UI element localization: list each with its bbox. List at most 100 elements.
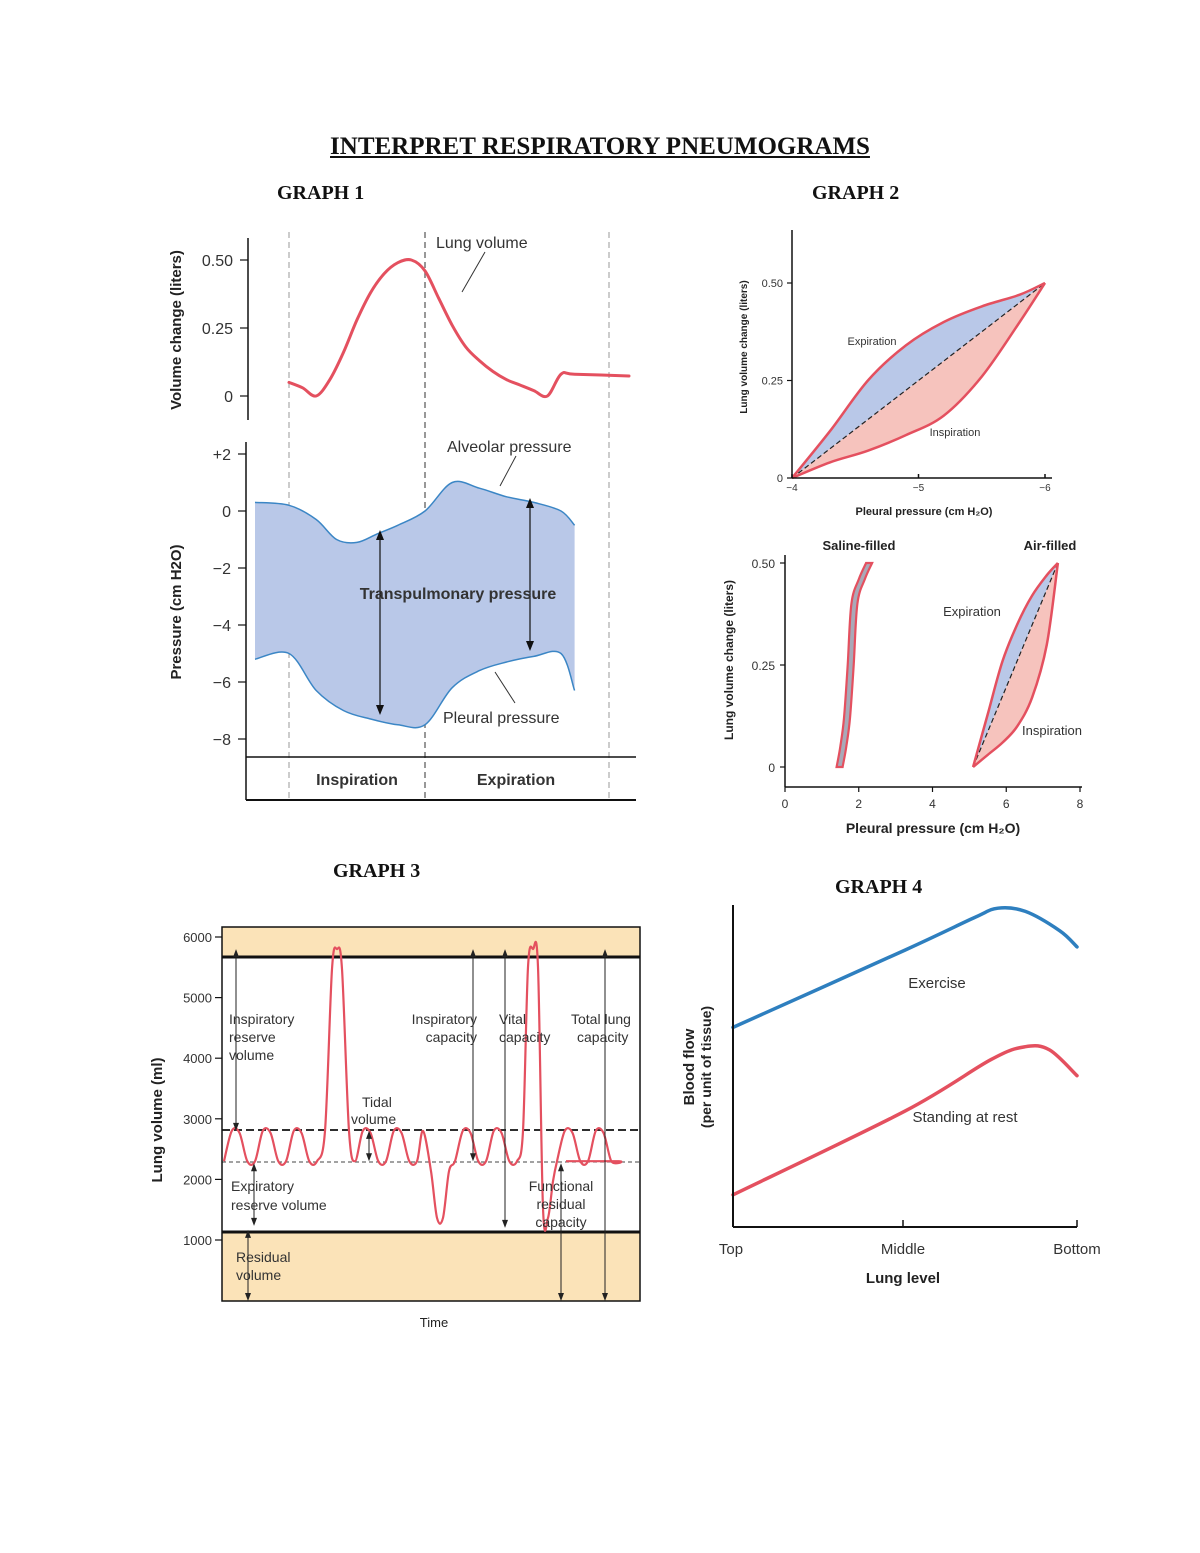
- lung-volume-label: Lung volume: [436, 235, 528, 252]
- ic-label-2: capacity: [426, 1029, 477, 1045]
- transpulmonary-arrow-inspiration: [376, 530, 384, 715]
- tlc-label-1: Total lung: [571, 1011, 631, 1027]
- x-axis-label: Time: [420, 1315, 448, 1330]
- vc-label-2: capacity: [499, 1029, 550, 1045]
- frc-label-1: Functional: [529, 1178, 594, 1194]
- ic-arrow: [470, 949, 476, 1162]
- pleural-pressure-line: [254, 650, 576, 729]
- y-tick-label: 0.25: [762, 376, 783, 388]
- inspiration-area: [973, 563, 1058, 767]
- frc-arrow: [558, 1163, 564, 1301]
- y-axis-label-2: (per unit of tissue): [698, 1006, 714, 1128]
- irv-label-3: volume: [229, 1047, 274, 1063]
- y-tick-label: 0.50: [752, 557, 776, 571]
- lung-volume-trace: [222, 940, 623, 1232]
- graph-3-chart: 1000 2000 3000 4000 5000 6000 Lung volume (ml…: [149, 926, 641, 1330]
- y-tick-label: 3000: [183, 1112, 212, 1127]
- transpulmonary-pressure-label: Transpulmonary pressure: [360, 586, 557, 603]
- pressure-y-tick-label: −4: [213, 618, 231, 635]
- exercise-label: Exercise: [908, 975, 966, 992]
- x-tick-label: −4: [786, 483, 798, 494]
- y-tick-label: 6000: [183, 930, 212, 945]
- y-tick-label: 0.25: [752, 659, 776, 673]
- erv-label-2: reserve volume: [231, 1197, 327, 1213]
- transpulmonary-arrow-expiration: [526, 498, 534, 651]
- upper-tan-band: [222, 927, 640, 957]
- inspiration-line: [972, 562, 1060, 768]
- lung-volume-pointer: [461, 251, 486, 293]
- rv-label-2: volume: [236, 1267, 281, 1283]
- inspiration-label: Inspiration: [1022, 723, 1082, 738]
- graph-3-title: GRAPH 3: [333, 860, 421, 882]
- y-tick-label: 4000: [183, 1051, 212, 1066]
- transpulmonary-pressure-area: [255, 481, 575, 728]
- exercise-line: [731, 905, 1079, 1030]
- pressure-y-tick-label: 0: [222, 504, 231, 521]
- alveolar-pressure-pointer: [499, 455, 517, 487]
- tlc-label-2: capacity: [577, 1029, 628, 1045]
- inspiration-area: [792, 283, 1045, 478]
- inspiration-line: [791, 282, 1047, 480]
- pressure-y-tick-label: −2: [213, 561, 231, 578]
- irv-label-1: Inspiratory: [229, 1011, 294, 1027]
- frc-label-2: residual: [536, 1196, 585, 1212]
- x-tick-label: 8: [1077, 797, 1084, 811]
- page-title: INTERPRET RESPIRATORY PNEUMOGRAMS: [330, 133, 870, 160]
- x-tick-label: 6: [1003, 797, 1010, 811]
- graph-2-bottom-chart: 0 2 4 6 8 0 0.25 0.50 Lung volume change (liter…: [722, 538, 1084, 836]
- irv-label-2: reserve: [229, 1029, 276, 1045]
- lung-volume-line: [287, 258, 631, 399]
- irv-arrow: [233, 949, 239, 1131]
- x-tick-label: 2: [855, 797, 862, 811]
- y-tick-label: 0: [777, 473, 783, 485]
- erv-arrow: [251, 1163, 257, 1226]
- inspiration-phase-label: Inspiration: [316, 772, 398, 789]
- expiration-label: Expiration: [943, 604, 1001, 619]
- volume-y-label: Volume change (liters): [168, 250, 185, 410]
- compliance-line: [972, 562, 1059, 768]
- x-tick-label-top: Top: [719, 1241, 743, 1258]
- expiration-line: [971, 562, 1059, 768]
- volume-y-tick-label: 0.50: [202, 253, 233, 270]
- rv-label-1: Residual: [236, 1249, 290, 1265]
- volume-y-tick-label: 0: [224, 389, 233, 406]
- residual-volume-band: [222, 1232, 640, 1301]
- ic-label-1: Inspiratory: [412, 1011, 477, 1027]
- x-axis-label: Pleural pressure (cm H₂O): [846, 820, 1020, 836]
- y-tick-label: 2000: [183, 1172, 212, 1187]
- graph-4-chart: Top Middle Bottom Lung level Blood flow …: [681, 905, 1101, 1287]
- expiration-phase-label: Expiration: [477, 772, 555, 789]
- saline-filled-label: Saline-filled: [823, 538, 896, 553]
- inspiration-label: Inspiration: [930, 427, 981, 439]
- y-axis-label: Lung volume (ml): [149, 1058, 166, 1183]
- pleural-pressure-label: Pleural pressure: [443, 710, 560, 727]
- air-filled-label: Air-filled: [1024, 538, 1077, 553]
- y-tick-label: 0: [768, 761, 775, 775]
- y-axis-label-1: Blood flow: [681, 1028, 698, 1105]
- x-tick-label: −5: [913, 483, 925, 494]
- graph-4-title: GRAPH 4: [835, 876, 923, 898]
- x-tick-label-middle: Middle: [881, 1241, 925, 1258]
- erv-label-1: Expiratory: [231, 1178, 294, 1194]
- tidal-label-2: volume: [351, 1111, 396, 1127]
- pressure-y-label: Pressure (cm H2O): [168, 544, 185, 679]
- y-tick-label: 0.50: [762, 278, 783, 290]
- x-tick-label: −6: [1039, 483, 1051, 494]
- graph-2-title: GRAPH 2: [812, 182, 900, 204]
- expiration-label: Expiration: [848, 336, 897, 348]
- standing-at-rest-line: [731, 1043, 1079, 1197]
- graph-1-title: GRAPH 1: [277, 182, 365, 204]
- pressure-y-tick-label: +2: [213, 447, 231, 464]
- volume-y-tick-label: 0.25: [202, 321, 233, 338]
- alveolar-pressure-label: Alveolar pressure: [447, 439, 572, 456]
- graph-1-chart: 0 0.25 0.50 +2 0 −2 −4 −6 −8 Volume change (lite…: [168, 232, 636, 801]
- expiration-line: [791, 281, 1046, 479]
- vc-label-1: Vital: [499, 1011, 526, 1027]
- pressure-y-tick-label: −8: [213, 732, 231, 749]
- tidal-volume-arrow: [366, 1130, 372, 1162]
- pleural-pressure-pointer: [494, 671, 516, 704]
- y-tick-label: 5000: [183, 991, 212, 1006]
- x-tick-label: 4: [929, 797, 936, 811]
- standing-at-rest-label: Standing at rest: [912, 1109, 1018, 1126]
- x-axis-label: Lung level: [866, 1270, 940, 1287]
